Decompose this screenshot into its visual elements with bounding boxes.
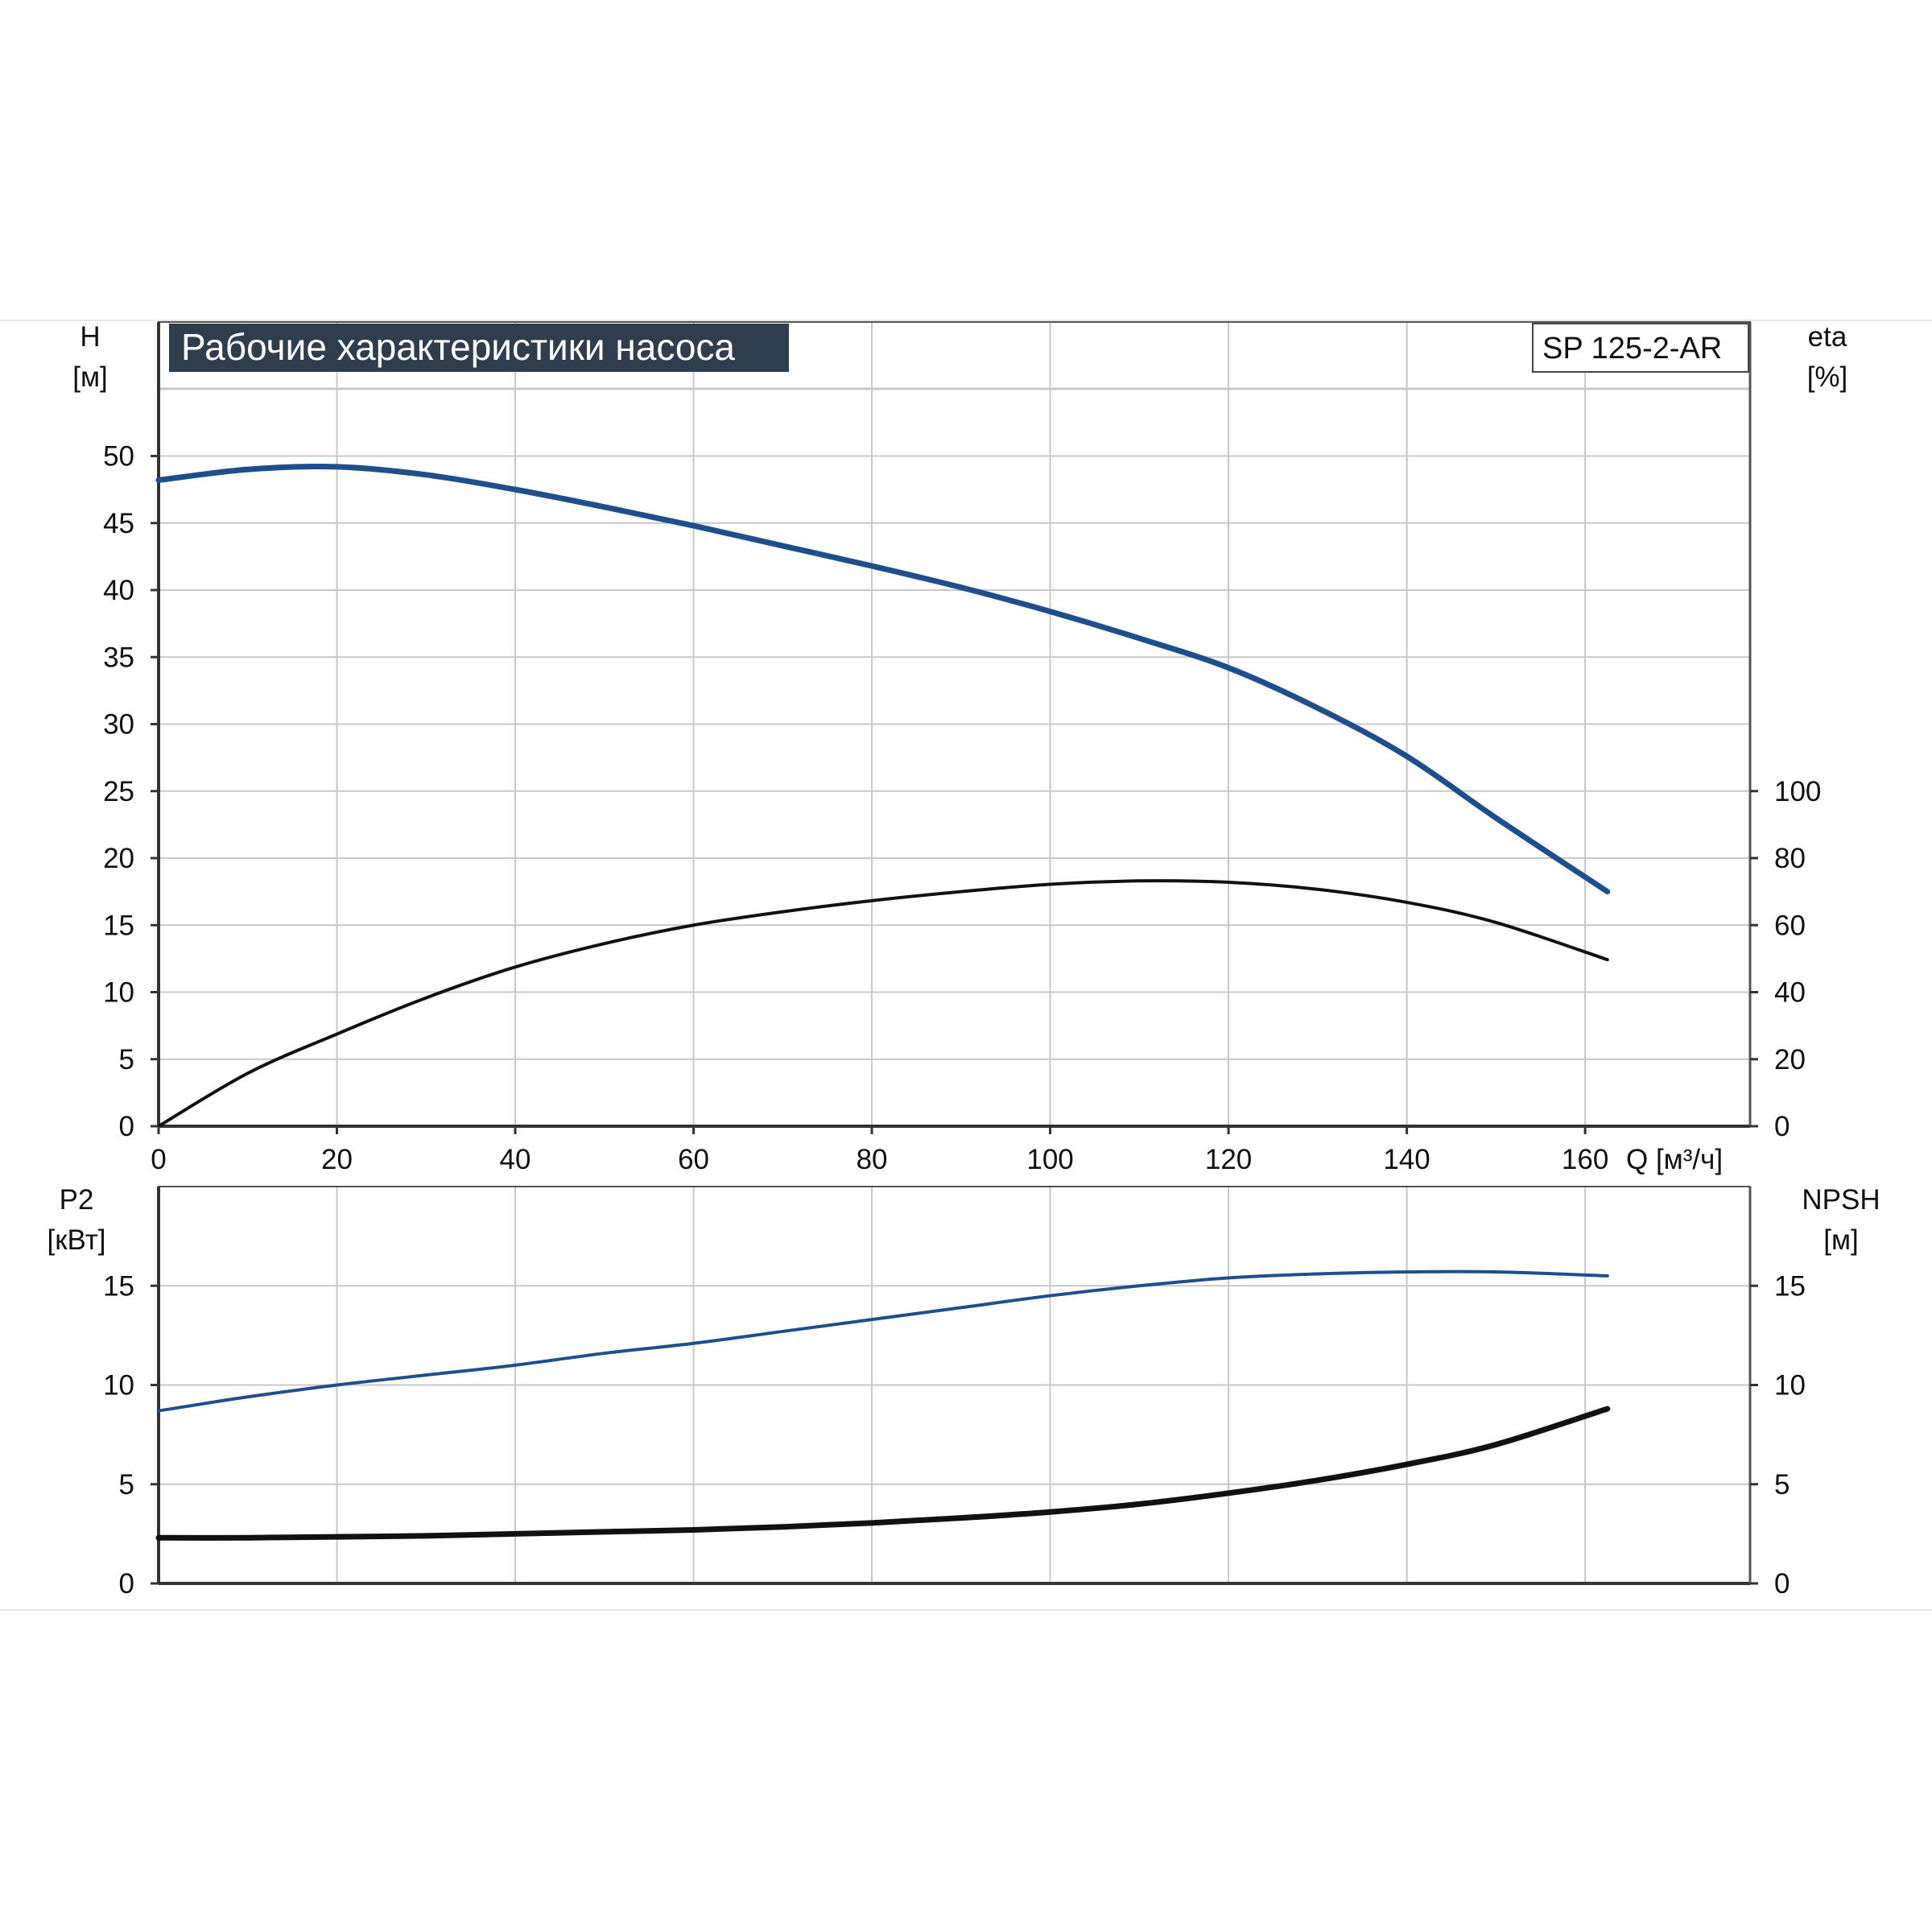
head-curve [155, 463, 1611, 895]
y-tick-label-left: 35 [103, 642, 134, 673]
top-grid [159, 322, 1750, 1126]
y-axis-label-npsh: NPSH [м] [1802, 1184, 1880, 1256]
power-npsh-panel: 0 5 10 15 0 5 10 15 P2 [кВт] NPSH [м] [47, 1184, 1880, 1600]
y-tick-label-left: 40 [103, 575, 134, 606]
x-tick-label: 160 [1562, 1144, 1608, 1175]
y-tick-label-left: 30 [103, 709, 134, 741]
y-tick-label-left: 10 [103, 977, 134, 1009]
x-tick-label: 140 [1383, 1144, 1430, 1175]
x-tick-label: 0 [151, 1144, 166, 1175]
x-tick-label: 80 [857, 1144, 888, 1175]
y-tick-label-right: 100 [1774, 776, 1821, 807]
x-tick-label: 120 [1205, 1144, 1252, 1175]
chart-title-box [169, 324, 789, 372]
x-axis-label: Q [м³/ч] [1626, 1144, 1723, 1175]
bottom-grid [159, 1187, 1750, 1583]
x-tick-label: 20 [321, 1144, 353, 1175]
y-tick-label-left: 5 [119, 1469, 134, 1501]
y-axis-label-power: P2 [кВт] [47, 1184, 106, 1256]
y-tick-label-left: 0 [119, 1111, 134, 1142]
y-tick-label-left: 15 [103, 1270, 134, 1302]
y-tick-label-right: 80 [1774, 843, 1806, 874]
y-tick-label-right: 10 [1774, 1370, 1806, 1402]
y-tick-label-left: 45 [103, 508, 134, 539]
y-tick-label-left: 50 [103, 441, 134, 473]
y-tick-label-right: 40 [1774, 977, 1806, 1009]
y-tick-label-left: 20 [103, 843, 134, 874]
x-tick-label: 100 [1026, 1144, 1073, 1175]
y-tick-label-left: 10 [103, 1370, 134, 1402]
bottom-ticks: 0 5 10 15 0 5 10 15 [103, 1270, 1806, 1600]
y-tick-label-left: 25 [103, 776, 134, 807]
y-tick-label-right: 15 [1774, 1270, 1806, 1302]
power-curve [157, 1269, 1609, 1413]
x-tick-label: 60 [678, 1144, 709, 1175]
top-ticks: 0 5 10 15 20 25 30 35 40 45 50 0 20 40 60 80 100 0 20 40 60 8… [103, 441, 1821, 1176]
x-tick-label: 40 [500, 1144, 531, 1175]
efficiency-curve [157, 879, 1609, 1128]
y-tick-label-right: 0 [1774, 1111, 1790, 1142]
top-series [155, 463, 1611, 1128]
y-tick-label-right: 20 [1774, 1044, 1806, 1075]
y-tick-label-right: 60 [1774, 910, 1806, 941]
y-tick-label-left: 15 [103, 910, 134, 941]
model-label: SP 125-2-AR [1542, 332, 1722, 365]
y-tick-label-left: 0 [119, 1568, 134, 1600]
y-tick-label-right: 5 [1774, 1469, 1790, 1501]
model-label-box [1532, 323, 1749, 373]
y-tick-label-left: 5 [119, 1044, 134, 1075]
npsh-curve [155, 1406, 1611, 1541]
chart-title: Рабочие характеристики насоса [181, 326, 735, 368]
y-axis-label-efficiency: eta [%] [1807, 321, 1848, 393]
y-tick-label-right: 0 [1774, 1568, 1790, 1600]
head-efficiency-panel: 0 5 10 15 20 25 30 35 40 45 50 0 20 40 60 80 100 0 20 40 60 8… [72, 321, 1847, 1175]
y-axis-label-head: H [м] [72, 321, 108, 393]
bottom-series [155, 1269, 1611, 1541]
